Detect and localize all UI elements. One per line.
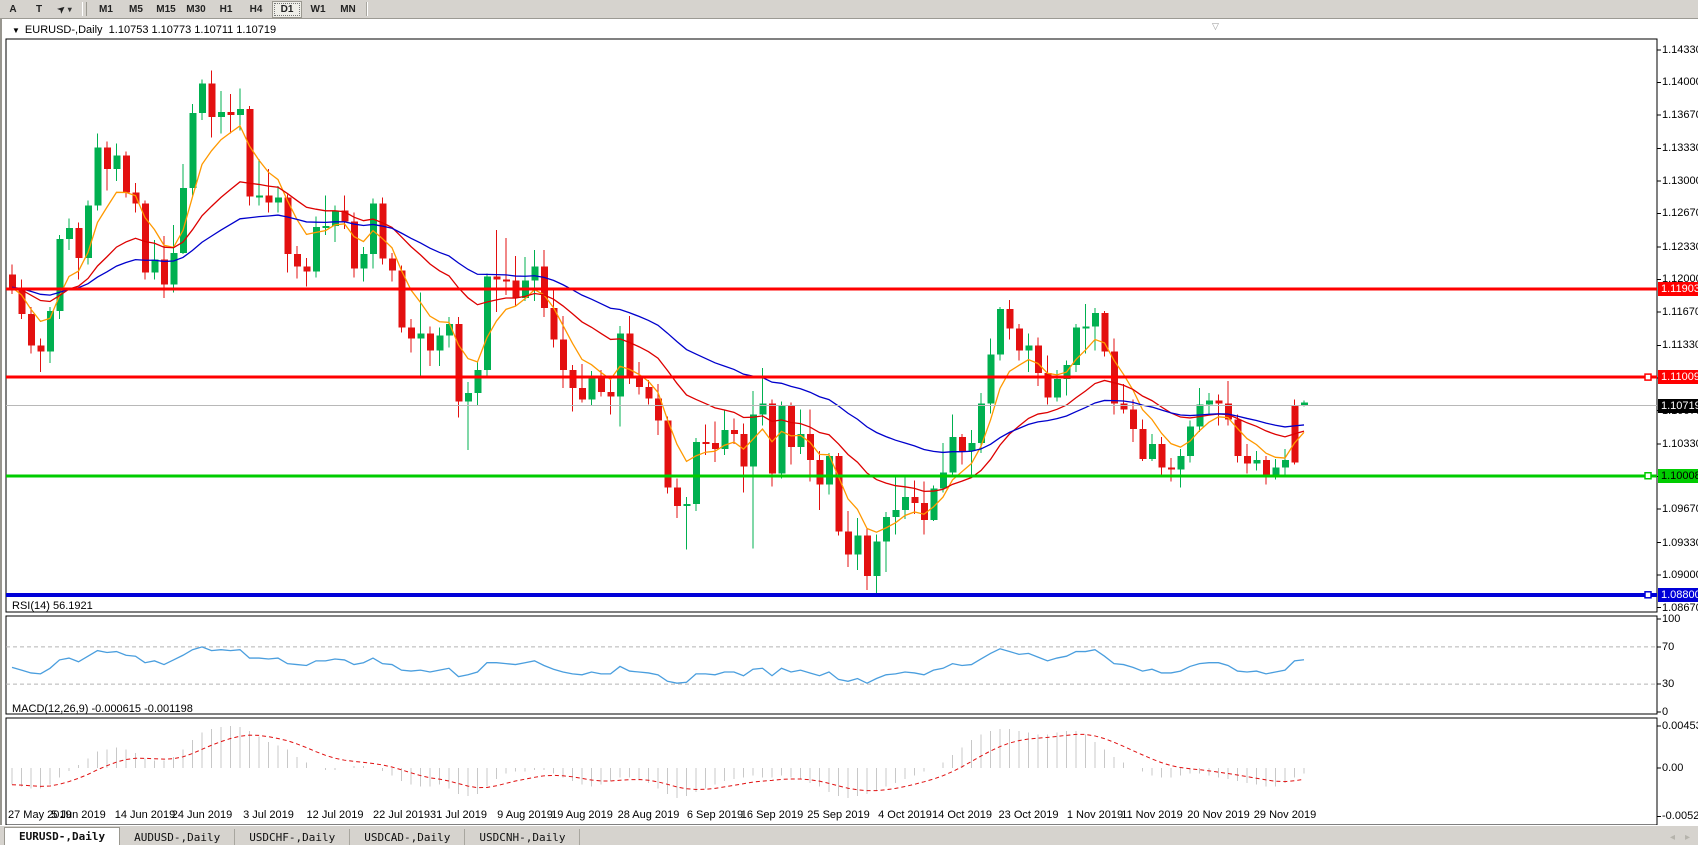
- date-axis-label: 23 Oct 2019: [998, 809, 1059, 821]
- price-axis-label: 1.13330: [1662, 142, 1698, 155]
- price-axis-label: 1.08670: [1662, 601, 1698, 614]
- date-axis-label: 29 Nov 2019: [1253, 809, 1317, 821]
- hline-price-label: 1.11009: [1658, 370, 1698, 385]
- date-axis-label: 25 Sep 2019: [807, 809, 870, 821]
- date-axis-label: 14 Jun 2019: [114, 809, 176, 821]
- rsi-axis-label: 100: [1662, 613, 1681, 625]
- timeframe-button-m1[interactable]: M1: [99, 3, 113, 15]
- macd-axis-label: 0.00: [1662, 762, 1684, 774]
- timeframe-button-h1[interactable]: H1: [219, 3, 233, 15]
- hline-price-label: 1.10008: [1658, 468, 1698, 483]
- chart-title: ▼ EURUSD-,Daily 1.10753 1.10773 1.10711 1…: [12, 24, 276, 36]
- symbol-dropdown-icon[interactable]: ▼: [12, 26, 20, 35]
- timeframe-button-m5[interactable]: M5: [129, 3, 143, 15]
- hline-price-label: 1.08800: [1658, 587, 1698, 602]
- date-axis-label: 24 Jun 2019: [171, 809, 233, 821]
- macd-indicator-label: MACD(12,26,9) -0.000615 -0.001198: [12, 703, 193, 715]
- price-axis-label: 1.12670: [1662, 207, 1698, 220]
- chart-symbol-label: EURUSD-,Daily: [24, 24, 103, 36]
- timeframe-button-m15[interactable]: M15: [156, 3, 176, 15]
- date-axis-label: 12 Jul 2019: [306, 809, 364, 821]
- rsi-axis-label: 70: [1662, 640, 1675, 653]
- date-axis-label: 4 Oct 2019: [878, 809, 932, 821]
- macd-axis-label: -0.005205: [1662, 810, 1698, 823]
- rsi-axis-label: 0: [1662, 706, 1669, 718]
- date-axis-label: 11 Nov 2019: [1121, 809, 1183, 821]
- date-axis-label: 9 Aug 2019: [497, 809, 553, 821]
- current-price-label: 1.10719: [1658, 398, 1698, 413]
- macd-value: -0.000615: [91, 703, 142, 715]
- tab-usdchf[interactable]: USDCHF-,Daily: [235, 829, 351, 845]
- date-axis-label: 28 Aug 2019: [617, 809, 680, 821]
- price-axis-label: 1.09670: [1662, 503, 1698, 516]
- price-axis-label: 1.12330: [1662, 240, 1698, 253]
- toolbar-separator: [366, 2, 368, 16]
- chart-ohlc-values: 1.10753 1.10773 1.10711 1.10719: [108, 24, 277, 36]
- timeframe-button-h4[interactable]: H4: [249, 3, 263, 15]
- rsi-indicator-label: RSI(14) 56.1921: [12, 600, 93, 612]
- timeframe-button-mn[interactable]: MN: [340, 3, 356, 15]
- tab-scroll-right-icon[interactable]: ▸: [1684, 832, 1690, 843]
- price-axis-label: 1.10330: [1662, 438, 1698, 451]
- timeframe-button-w1[interactable]: W1: [310, 3, 326, 15]
- rsi-value: 56.1921: [52, 600, 93, 612]
- price-axis-label: 1.14000: [1662, 76, 1698, 89]
- price-axis-label: 1.09000: [1662, 569, 1698, 582]
- date-axis-label: 14 Oct 2019: [932, 809, 992, 821]
- timeframe-button-d1[interactable]: D1: [272, 0, 302, 18]
- cursor-tool-icon: ➤: [55, 2, 68, 15]
- date-axis-label: 6 Sep 2019: [686, 809, 744, 821]
- date-axis-label: 19 Aug 2019: [551, 809, 613, 821]
- toolbar-grip[interactable]: [82, 2, 87, 16]
- macd-signal-value: -0.001198: [144, 703, 193, 715]
- date-axis-label: 31 Jul 2019: [430, 809, 487, 821]
- price-axis-label: 1.13670: [1662, 108, 1698, 121]
- chart-tab-bar: EURUSD-,Daily AUDUSD-,Daily USDCHF-,Daily U…: [0, 825, 1698, 845]
- price-chart-canvas[interactable]: [2, 19, 1698, 825]
- timeframe-button-m30[interactable]: M30: [186, 3, 206, 15]
- chart-shift-icon[interactable]: ▽: [1212, 21, 1219, 31]
- price-axis-label: 1.11330: [1662, 339, 1698, 352]
- date-axis-label: 16 Sep 2019: [740, 809, 804, 821]
- date-axis-label: 22 Jul 2019: [373, 809, 430, 821]
- tab-usdcnh[interactable]: USDCNH-,Daily: [465, 829, 581, 845]
- price-axis-label: 1.09330: [1662, 536, 1698, 549]
- date-axis-label: 5 Jun 2019: [51, 809, 106, 821]
- price-axis-label: 1.13000: [1662, 174, 1698, 187]
- toolbar-button-a[interactable]: A: [9, 3, 17, 15]
- price-axis-label: 1.14330: [1662, 43, 1698, 56]
- toolbar: A T ➤ ▾ M1 M5 M15 M30 H1 H4 D1 W1 MN: [0, 0, 1698, 19]
- macd-axis-label: 0.004536: [1662, 719, 1698, 732]
- tab-audusd[interactable]: AUDUSD-,Daily: [120, 829, 236, 845]
- hline-price-label: 1.11903: [1658, 282, 1698, 296]
- rsi-axis-label: 30: [1662, 678, 1675, 691]
- tab-scroll-left-icon[interactable]: ◂: [1669, 832, 1675, 843]
- date-axis-label: 3 Jul 2019: [243, 809, 294, 821]
- date-axis-label: 20 Nov 2019: [1187, 809, 1250, 821]
- tab-eurusd[interactable]: EURUSD-,Daily: [4, 827, 121, 845]
- date-axis-label: 1 Nov 2019: [1066, 809, 1124, 821]
- chevron-down-icon: ▾: [67, 4, 72, 14]
- chart-window[interactable]: ▼ EURUSD-,Daily 1.10753 1.10773 1.10711 1…: [0, 19, 1698, 825]
- cursor-tool-button[interactable]: ➤ ▾: [53, 2, 77, 17]
- price-axis-label: 1.11670: [1662, 305, 1698, 318]
- date-axis-label: 27 May 2019: [8, 809, 72, 821]
- toolbar-button-t[interactable]: T: [35, 3, 43, 15]
- tab-usdcad[interactable]: USDCAD-,Daily: [350, 829, 466, 845]
